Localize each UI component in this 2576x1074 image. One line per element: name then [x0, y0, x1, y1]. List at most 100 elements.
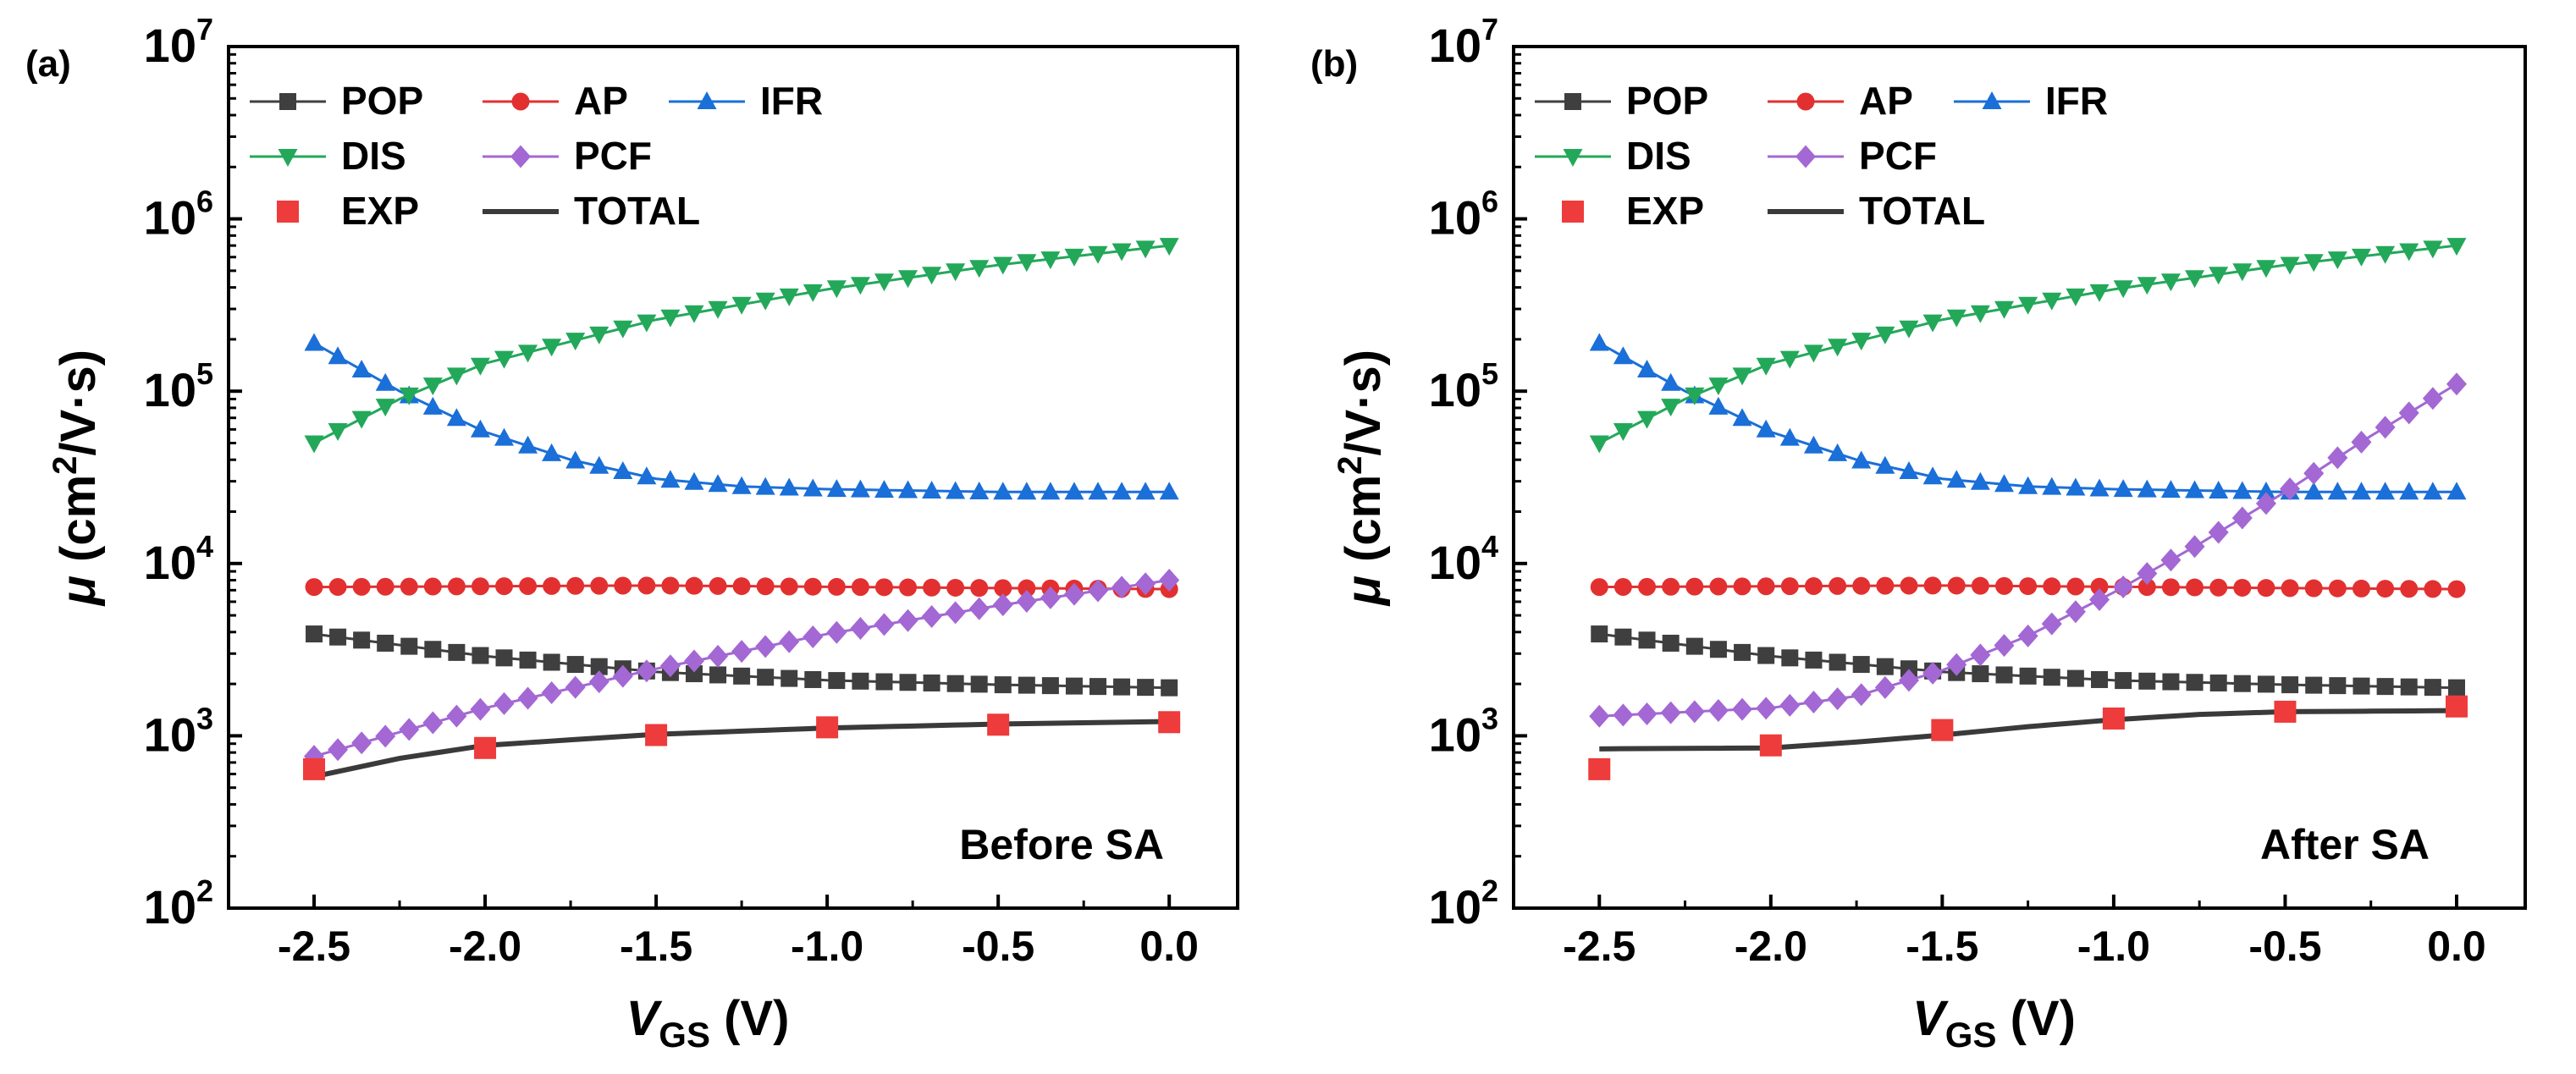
data-point-pcf [446, 704, 467, 728]
data-point-exp [987, 713, 1010, 736]
y-tick-label: 102 [1429, 873, 1498, 934]
data-point-ifr [1111, 482, 1132, 500]
data-point-ifr [922, 481, 942, 499]
data-point-pcf [755, 635, 776, 658]
data-point-pop [448, 643, 466, 661]
data-point-ap [1804, 577, 1823, 596]
data-point-exp [1759, 734, 1782, 757]
series-total [313, 719, 1170, 779]
x-axis-label-main: V [626, 991, 663, 1046]
data-point-pcf [328, 738, 349, 762]
legend-entry-ap: AP [483, 79, 628, 123]
y-axis-label-post: /V·s) [1336, 350, 1391, 456]
data-point-ap [780, 577, 798, 596]
data-point-pcf [2065, 600, 2086, 624]
data-point-pcf [2398, 401, 2419, 425]
data-point-pcf [2422, 387, 2443, 410]
data-point-exp [1588, 757, 1611, 780]
y-tick-exp: 6 [196, 185, 213, 219]
data-point-ap [874, 578, 893, 597]
data-point-pcf [1898, 669, 1919, 692]
data-point-pop [1734, 643, 1751, 661]
data-point-pcf [351, 731, 372, 755]
data-point-ifr [2303, 482, 2324, 500]
data-point-dis [589, 326, 610, 344]
data-point-pop [804, 670, 822, 688]
data-point-ap [2281, 579, 2299, 598]
data-point-pcf [1970, 643, 1991, 667]
data-point-ap [1590, 578, 1608, 597]
data-point-ap [2328, 579, 2347, 598]
data-point-pcf [897, 609, 918, 632]
data-point-pop [400, 637, 418, 655]
y-tick-exp: 4 [196, 529, 213, 564]
legend-marker-pcf [510, 145, 531, 168]
data-point-dis [328, 423, 348, 442]
y-tick-base: 10 [144, 708, 196, 761]
x-axis-label-sub: GS [659, 1015, 710, 1055]
y-tick-base: 10 [1429, 19, 1481, 72]
data-point-pcf [1684, 700, 1705, 724]
y-tick-exp: 2 [196, 873, 213, 908]
y-tick-label: 106 [1429, 185, 1498, 245]
legend-label-ap: AP [1859, 79, 1913, 123]
data-point-pop [519, 651, 537, 669]
data-point-dis [2185, 270, 2205, 289]
x-axis-label-sub: GS [1945, 1015, 1997, 1055]
data-point-exp [474, 736, 497, 759]
y-tick-base: 10 [144, 19, 196, 72]
data-point-ifr [2160, 480, 2181, 498]
data-point-pcf [1803, 691, 1824, 714]
data-point-pcf [659, 654, 681, 678]
data-point-ifr [637, 466, 657, 485]
data-point-ifr [2018, 476, 2038, 494]
legend-entry-total: TOTAL [483, 189, 700, 233]
y-tick-exp: 5 [196, 356, 213, 391]
x-tick-label: -0.5 [2248, 923, 2321, 970]
data-point-ifr [1922, 466, 1943, 485]
data-point-ap [637, 576, 656, 595]
data-point-ap [1994, 576, 2013, 595]
data-point-dis [470, 357, 490, 376]
y-axis-label-symbol: μ [1336, 576, 1391, 607]
legend-marker-pop [1564, 93, 1581, 110]
data-point-pcf [1135, 572, 1156, 596]
data-point-pcf [1851, 683, 1872, 707]
data-point-ifr [542, 443, 562, 461]
data-point-dis [1994, 300, 2014, 319]
data-point-pop [424, 641, 442, 658]
series-line-dis [313, 244, 1170, 444]
legend-entry-total: TOTAL [1768, 189, 1985, 233]
data-point-pcf [1732, 697, 1753, 721]
data-point-ifr [565, 450, 586, 469]
data-point-exp [2274, 700, 2297, 723]
data-point-pcf [1063, 582, 1084, 606]
data-point-pop [709, 666, 727, 684]
data-point-dis [1159, 238, 1179, 256]
data-point-pop [757, 669, 775, 686]
data-point-dis [542, 339, 562, 357]
data-point-pop [1113, 678, 1131, 696]
data-point-ifr [1779, 427, 1800, 446]
data-point-dis [422, 377, 443, 396]
series-group [1588, 238, 2468, 780]
data-point-dis [1064, 248, 1084, 267]
data-point-pcf [2351, 430, 2372, 454]
y-tick-label: 102 [144, 873, 213, 934]
data-point-dis [613, 320, 633, 339]
data-point-exp [2102, 707, 2125, 730]
series-line-ifr [1598, 342, 2457, 493]
data-point-dis [2113, 280, 2133, 299]
series-total [1599, 708, 2457, 752]
data-point-ifr [2113, 479, 2133, 498]
data-point-pop [1972, 665, 1989, 683]
x-tick-label: -2.0 [449, 923, 521, 970]
plot-frame [1512, 45, 2527, 910]
data-point-pop [875, 673, 893, 691]
data-point-pcf [565, 675, 586, 699]
data-point-pop [353, 631, 371, 649]
data-point-pcf [826, 620, 847, 644]
data-point-pop [543, 653, 560, 671]
data-point-dis [1613, 423, 1633, 442]
data-point-pcf [375, 724, 396, 748]
